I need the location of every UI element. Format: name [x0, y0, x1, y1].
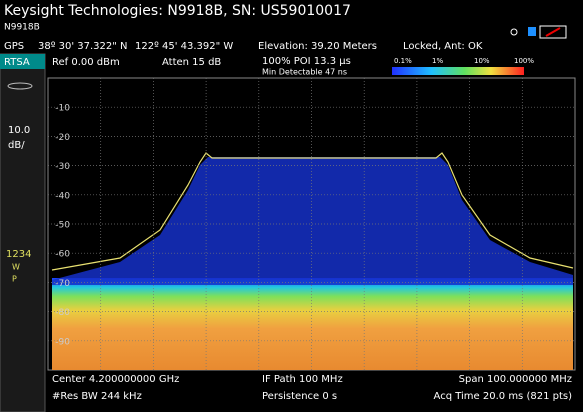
gps: GPS [4, 41, 24, 52]
elevation: Elevation: 39.20 Meters [258, 41, 377, 52]
mode: RTSA [4, 57, 30, 68]
scale: 10.0 [8, 125, 30, 136]
poi: 100% POI 13.3 µs [262, 56, 351, 67]
title: Keysight Technologies: N9918B, SN: US590… [4, 3, 351, 19]
scale-label: 0.1% [394, 57, 412, 65]
noise-floor [52, 278, 573, 370]
ref-level: Ref 0.00 dBm [52, 57, 120, 68]
span: Span 100.000000 MHz [459, 374, 572, 385]
scale-unit: dB/ [8, 140, 25, 151]
scale-label: 1% [432, 57, 443, 65]
scale-label: 100% [514, 57, 534, 65]
color-bar [392, 67, 524, 75]
if-path: IF Path 100 MHz [262, 374, 343, 385]
y-label: -30 [55, 162, 70, 172]
y-label: -70 [55, 279, 70, 289]
trace-p: P [12, 275, 17, 284]
model: N9918B [4, 23, 40, 33]
acq-time: Acq Time 20.0 ms (821 pts) [434, 391, 573, 402]
scale-label: 10% [474, 57, 490, 65]
min-detectable: Min Detectable 47 ns [262, 68, 347, 77]
res-bw: #Res BW 244 kHz [52, 391, 142, 402]
lock: Locked, Ant: OK [403, 41, 483, 52]
trace-w: W [12, 263, 20, 272]
traces: 1234 [6, 249, 31, 260]
side-panel [0, 54, 45, 412]
instrument-screen: Keysight Technologies: N9918B, SN: US590… [0, 0, 583, 412]
attenuation: Atten 15 dB [162, 57, 221, 68]
y-label: -50 [55, 221, 70, 231]
longitude: 122º 45' 43.392" W [135, 41, 233, 52]
y-label: -80 [55, 308, 70, 318]
y-label: -90 [55, 337, 70, 347]
latitude: 38º 30' 37.322" N [38, 41, 128, 52]
y-label: -10 [55, 104, 70, 114]
persistence: Persistence 0 s [262, 391, 337, 402]
y-label: -20 [55, 133, 70, 143]
center: Center 4.200000000 GHz [52, 374, 179, 385]
y-label: -60 [55, 250, 70, 260]
y-label: -40 [55, 191, 70, 201]
